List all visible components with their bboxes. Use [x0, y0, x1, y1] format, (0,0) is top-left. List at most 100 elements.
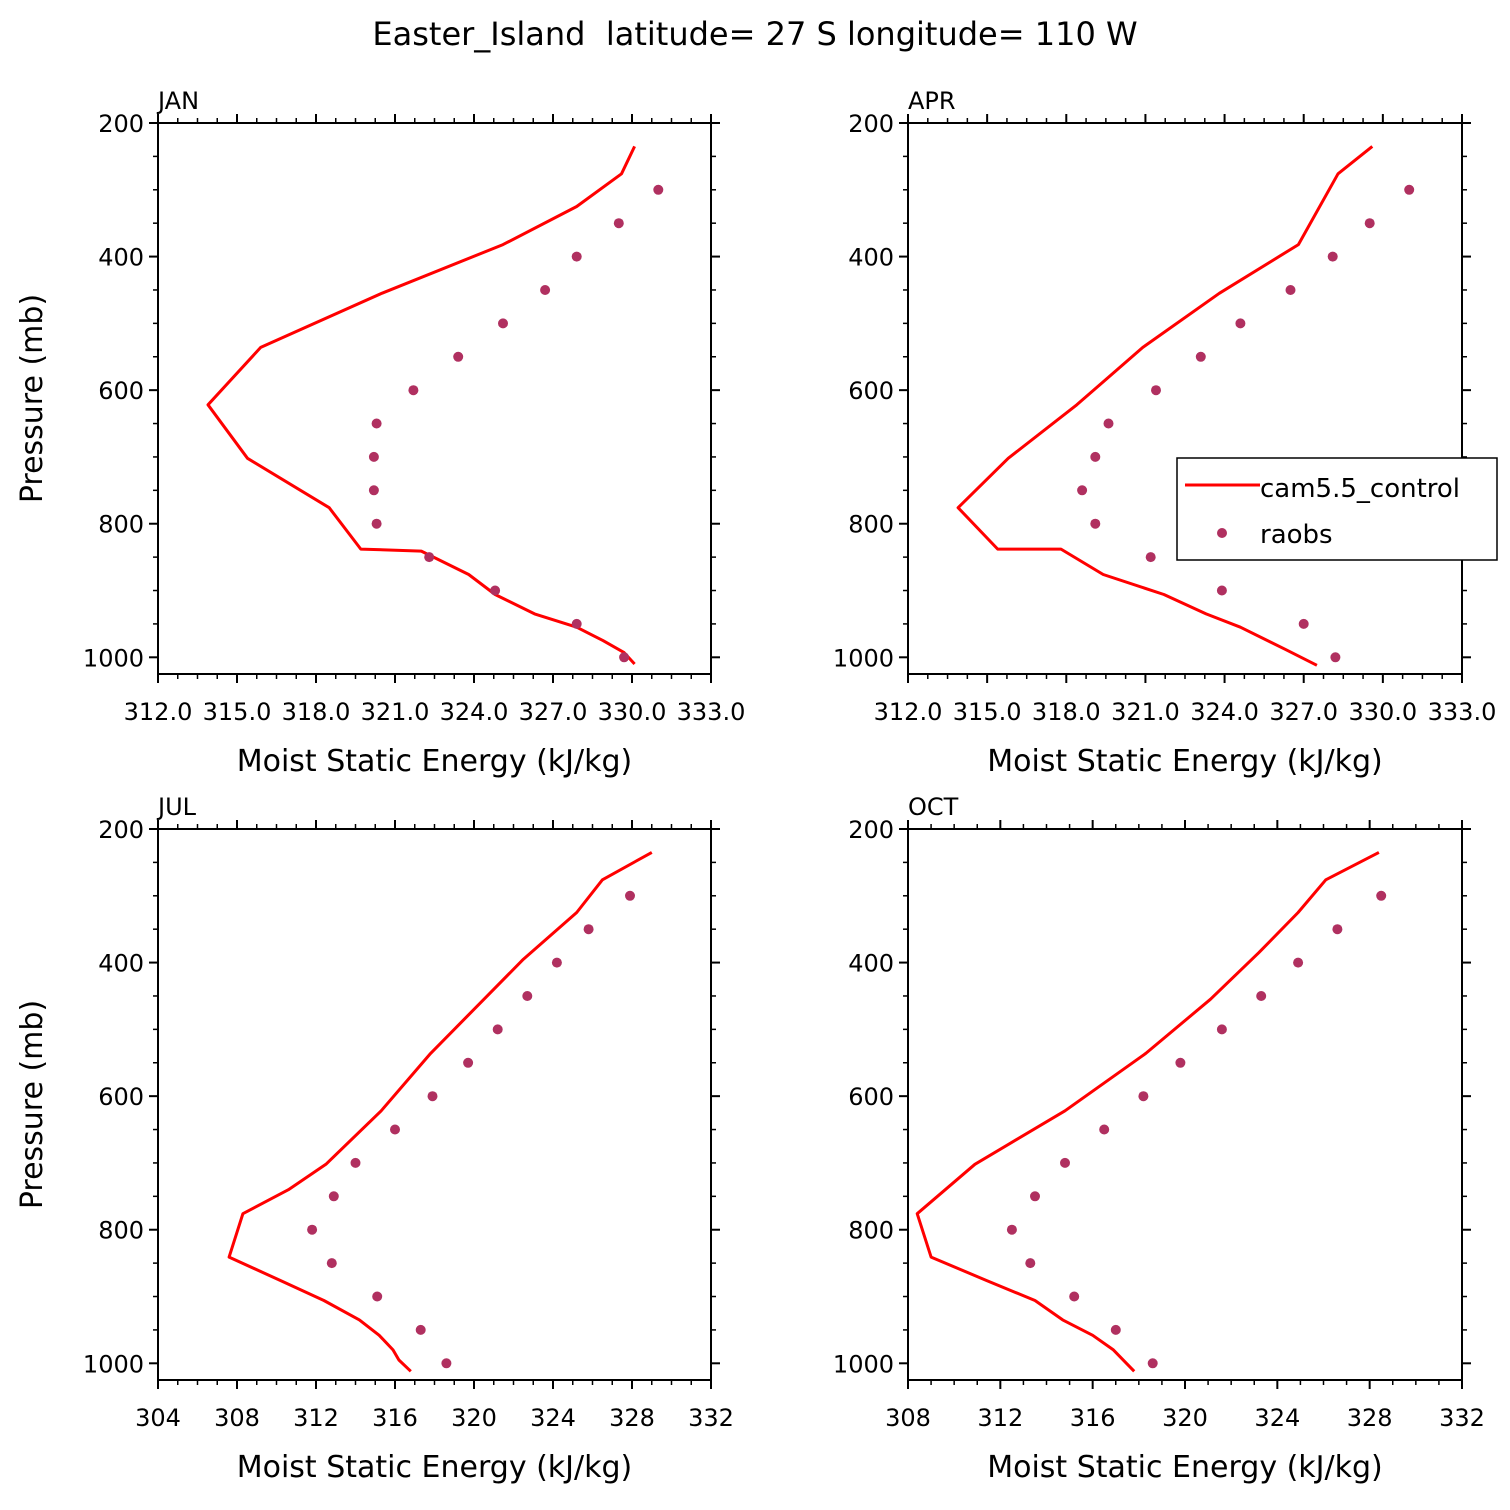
- panels: JAN 312.0 315.0 318.0 321.0 324.0 327.0 330.0 33…: [15, 87, 1496, 1485]
- raobs-point: [619, 652, 630, 663]
- y-tick-label: 1000: [83, 644, 144, 672]
- series-line-cam5.5-control: [206, 145, 636, 666]
- raobs-point: [1103, 418, 1114, 429]
- y-tick-label: 600: [848, 1083, 894, 1111]
- x-tick-label: 320: [451, 1404, 497, 1432]
- x-tick-label: 318.0: [1032, 698, 1101, 726]
- y-tick-label: 400: [98, 950, 144, 978]
- y-axis-label: Pressure (mb): [15, 1000, 50, 1209]
- legend-dot-swatch: [1217, 528, 1227, 538]
- panel-oct: OCT 308 312 316 320 324 328 332 200 400 600 800 1000…: [833, 793, 1485, 1485]
- raobs-point: [613, 218, 624, 229]
- panel-jan: JAN 312.0 315.0 318.0 321.0 324.0 327.0 330.0 33…: [15, 87, 745, 779]
- x-tick-label: 324: [530, 1404, 576, 1432]
- x-tick-label: 327.0: [1269, 698, 1338, 726]
- x-tick-label: 308: [885, 1404, 931, 1432]
- y-tick-label: 800: [848, 1217, 894, 1245]
- y-tick-label: 1000: [833, 644, 894, 672]
- x-tick-label: 312.0: [124, 698, 193, 726]
- y-tick-label: 400: [848, 244, 894, 272]
- raobs-point: [1099, 1124, 1110, 1135]
- raobs-point: [1090, 451, 1101, 462]
- y-tick-label: 1000: [83, 1350, 144, 1378]
- panel-title: APR: [908, 87, 956, 115]
- raobs-point: [498, 318, 508, 329]
- raobs-point: [1145, 552, 1156, 563]
- figure-title: Easter_Island latitude= 27 S longitude= …: [372, 15, 1137, 53]
- y-tick-label: 800: [98, 1217, 144, 1245]
- raobs-point: [1147, 1358, 1158, 1369]
- raobs-point: [1030, 1191, 1040, 1202]
- raobs-point: [1175, 1057, 1186, 1068]
- legend: cam5.5_control raobs: [1176, 457, 1498, 561]
- x-tick-label: 330.0: [1348, 698, 1417, 726]
- raobs-point: [1090, 518, 1101, 529]
- raobs-point: [571, 251, 582, 262]
- x-tick-label: 315.0: [953, 698, 1022, 726]
- raobs-point: [371, 518, 382, 529]
- x-tick-label: 324: [1254, 1404, 1300, 1432]
- x-axis-label: Moist Static Energy (kJ/kg): [987, 1450, 1383, 1485]
- raobs-point: [1006, 1224, 1017, 1235]
- raobs-point: [326, 1258, 337, 1269]
- x-tick-label: 312: [293, 1404, 339, 1432]
- raobs-point: [390, 1124, 400, 1135]
- y-tick-label: 600: [98, 1083, 144, 1111]
- raobs-point: [490, 585, 501, 596]
- raobs-point: [1327, 251, 1338, 262]
- x-tick-label: 304: [135, 1404, 181, 1432]
- raobs-point: [1293, 957, 1304, 968]
- y-tick-label: 200: [848, 110, 894, 138]
- plot-frame: [157, 122, 712, 675]
- x-tick-label: 316: [1070, 1404, 1116, 1432]
- x-axis-label: Moist Static Energy (kJ/kg): [237, 744, 633, 779]
- raobs-point: [408, 385, 419, 396]
- x-tick-label: 320: [1162, 1404, 1208, 1432]
- legend-model-label: cam5.5_control: [1260, 474, 1460, 504]
- x-tick-label: 324.0: [1190, 698, 1259, 726]
- raobs-point: [1069, 1291, 1080, 1302]
- panel-apr: APR 312.0 315.0 318.0 321.0 324.0 327.0 330.0 33…: [833, 87, 1496, 779]
- raobs-point: [492, 1024, 503, 1035]
- raobs-point: [1138, 1091, 1149, 1102]
- x-axis-label: Moist Static Energy (kJ/kg): [237, 1450, 633, 1485]
- raobs-point: [1364, 218, 1375, 229]
- y-tick-label: 400: [848, 950, 894, 978]
- series-line-cam5.5-control: [956, 145, 1374, 667]
- raobs-point: [583, 924, 594, 935]
- panel-jul: JUL 304 308 312 316 320 324 328 332 200 400 600 800 1…: [15, 793, 734, 1485]
- y-tick-label: 200: [98, 816, 144, 844]
- raobs-point: [1216, 1024, 1227, 1035]
- raobs-point: [1298, 618, 1309, 629]
- raobs-point: [453, 351, 464, 362]
- raobs-point: [350, 1157, 361, 1168]
- raobs-point: [522, 991, 533, 1001]
- raobs-point: [1404, 184, 1415, 195]
- raobs-point: [415, 1324, 426, 1335]
- x-tick-label: 328: [1347, 1404, 1393, 1432]
- x-axis-label: Moist Static Energy (kJ/kg): [987, 744, 1383, 779]
- y-tick-label: 1000: [833, 1350, 894, 1378]
- x-tick-label: 321.0: [1111, 698, 1180, 726]
- raobs-point: [1235, 318, 1246, 329]
- legend-obs-label: raobs: [1260, 520, 1333, 550]
- raobs-point: [1110, 1324, 1121, 1335]
- raobs-point: [653, 184, 664, 195]
- raobs-point: [424, 552, 435, 563]
- panel-title: OCT: [908, 793, 959, 821]
- raobs-point: [371, 418, 382, 429]
- raobs-point: [540, 285, 551, 295]
- x-tick-label: 315.0: [203, 698, 272, 726]
- raobs-point: [368, 485, 379, 496]
- raobs-point: [1376, 890, 1387, 901]
- y-tick-label: 600: [98, 377, 144, 405]
- raobs-point: [1332, 924, 1343, 935]
- x-tick-label: 333.0: [1428, 698, 1497, 726]
- x-tick-label: 324.0: [440, 698, 509, 726]
- y-axis-label: Pressure (mb): [15, 294, 50, 503]
- series-line-cam5.5-control: [227, 851, 653, 1373]
- y-tick-label: 400: [98, 244, 144, 272]
- raobs-point: [441, 1358, 452, 1369]
- y-tick-label: 200: [98, 110, 144, 138]
- x-tick-label: 318.0: [282, 698, 351, 726]
